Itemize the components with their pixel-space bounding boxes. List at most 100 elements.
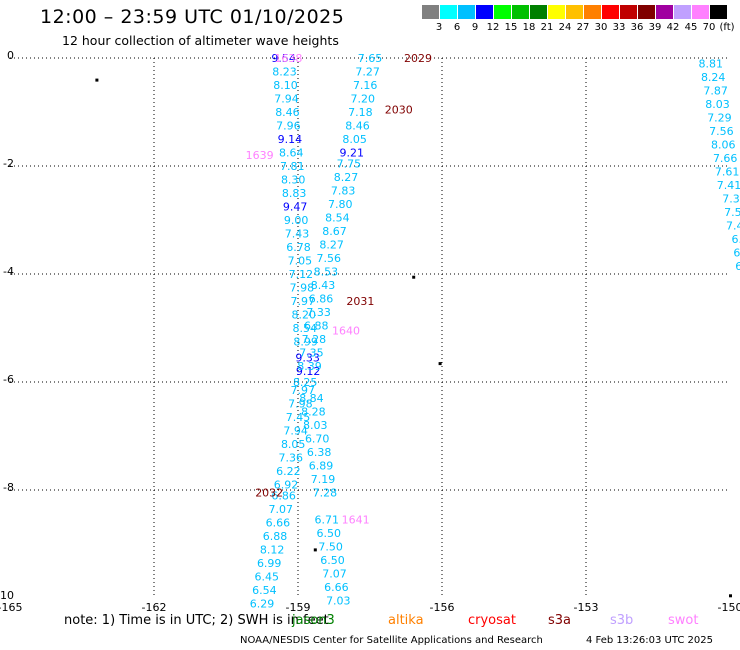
satellite-label-s3a: s3a: [548, 613, 572, 628]
wave-height-value: 7.16: [353, 79, 378, 92]
x-tick-label: -165: [0, 601, 22, 614]
wave-height-value: 6.29: [250, 597, 275, 610]
wave-height-value: 8.23: [272, 66, 297, 79]
wave-height-value: 7.66: [713, 152, 738, 165]
wave-height-value: 9.21: [340, 147, 365, 160]
scale-label: 39: [648, 22, 662, 33]
scale-swatch: [440, 5, 457, 19]
footer-note: note: 1) Time is in UTC; 2) SWH is in fe…: [64, 613, 329, 628]
wave-height-value: 6.54: [252, 584, 277, 597]
wave-height-value: 7.94: [274, 93, 299, 106]
scale-label: 21: [540, 22, 554, 33]
wave-height-value: 8.84: [299, 392, 324, 405]
wave-height-value: 6.71: [315, 514, 340, 527]
wave-height-value: 8.20: [292, 309, 317, 322]
axis-tick-labels: -165 -162 -159 -156 -153 -150 0 -2 -4 -6 -8 -10: [0, 49, 740, 614]
wave-height-value: 6.89: [309, 460, 334, 473]
wave-height-value: 8.24: [701, 71, 726, 84]
wave-height-value: 6.: [731, 233, 740, 246]
wave-height-value: 7.75: [337, 157, 362, 170]
track-label: 1638: [274, 52, 302, 65]
scale-swatch: [710, 5, 727, 19]
wave-height-value: 8.54: [292, 322, 317, 335]
wave-height-value: 7.43: [285, 228, 310, 241]
wave-height-value: 8.54: [325, 211, 350, 224]
wave-height-value: 7.41: [717, 179, 740, 192]
wave-height-value: 8.05: [281, 438, 306, 451]
wave-height-value: 6.66: [324, 581, 349, 594]
wave-height-value: 7.07: [322, 568, 347, 581]
wave-height-value: 7.33: [306, 306, 331, 319]
wave-height-value: 7.50: [318, 541, 343, 554]
wave-height-values: 9.548.238.107.948.467.969.148.647.818.30…: [250, 52, 740, 610]
map-title: 12:00 – 23:59 UTC 01/10/2025: [40, 6, 345, 28]
wave-height-value: 6.38: [307, 446, 332, 459]
wave-height-value: 8.83: [282, 187, 307, 200]
scale-swatch: [494, 5, 511, 19]
x-tick-label: -153: [574, 601, 599, 614]
island-mark: [95, 78, 99, 82]
wave-height-value: 7.4: [726, 219, 740, 232]
x-tick-label: -156: [430, 601, 455, 614]
wave-height-value: 9.54: [271, 52, 296, 65]
wave-height-value: 6.: [733, 246, 740, 259]
track-label: 2030: [385, 103, 413, 116]
wave-height-value: 7.97: [291, 295, 316, 308]
x-tick-label: -159: [286, 601, 311, 614]
wave-height-value: 8.06: [711, 138, 736, 151]
scale-label: 18: [522, 22, 536, 33]
map-subtitle: 12 hour collection of altimeter wave hei…: [62, 33, 339, 48]
wave-height-value: 7.35: [299, 346, 324, 359]
wave-height-value: 6.45: [255, 570, 280, 583]
wave-height-value: 8.39: [297, 360, 322, 373]
track-label: 1639: [246, 149, 274, 162]
wave-height-value: 6.50: [320, 554, 345, 567]
wave-height-value: 7.12: [289, 268, 314, 281]
wave-height-value: 8.53: [314, 265, 339, 278]
wave-height-value: 8.12: [260, 543, 285, 556]
wave-height-value: 7.05: [288, 255, 313, 268]
wave-height-value: 6.86: [309, 292, 334, 305]
scale-swatch: [638, 5, 655, 19]
island-mark: [313, 548, 317, 552]
wave-height-value: 9.47: [283, 201, 308, 214]
track-label: 2029: [404, 52, 432, 65]
wave-height-value: 8.30: [281, 174, 306, 187]
y-tick-label: -8: [3, 481, 14, 494]
wave-height-value: 6.88: [263, 530, 288, 543]
wave-height-value: 7.03: [326, 595, 351, 608]
wave-height-value: 9.00: [284, 214, 309, 227]
wave-height-value: 7.83: [331, 184, 356, 197]
wave-height-value: 7.97: [291, 384, 316, 397]
track-labels: 1638 2029 2030 1639 2031 1640 2032 1641: [246, 52, 432, 527]
y-tick-label: 0: [7, 49, 14, 62]
y-tick-label: -10: [0, 589, 14, 602]
wave-height-value: 7.98: [290, 282, 315, 295]
wave-height-value: 7.5: [724, 206, 740, 219]
wave-height-value: 7.28: [313, 487, 338, 500]
satellite-label-altika: altika: [388, 613, 424, 628]
x-tick-label: -150: [718, 601, 740, 614]
wave-height-value: 8.27: [334, 171, 359, 184]
scale-label: 6: [453, 22, 461, 33]
track-label: 2032: [255, 487, 283, 500]
wave-height-value: 8.64: [279, 147, 304, 160]
wave-height-value: 9.33: [295, 352, 320, 365]
wave-height-value: 7.61: [715, 165, 740, 178]
wave-height-value: 8.67: [322, 225, 347, 238]
scale-label: 15: [504, 22, 518, 33]
wave-height-value: 7.98: [288, 398, 313, 411]
track-label: 1640: [332, 325, 360, 338]
wave-height-value: 7.29: [707, 111, 732, 124]
wave-height-value: 7.36: [279, 452, 304, 465]
wave-height-value: 8.27: [319, 238, 344, 251]
wave-height-value: 6.78: [286, 241, 311, 254]
satellite-label-swot: swot: [668, 613, 699, 628]
wave-height-value: 7.96: [276, 120, 301, 133]
scale-swatch: [476, 5, 493, 19]
wave-height-value: 8.46: [345, 120, 370, 133]
wave-height-value: 6.22: [276, 465, 301, 478]
wave-height-value: 6.92: [274, 479, 299, 492]
satellite-label-s3b: s3b: [610, 613, 634, 628]
